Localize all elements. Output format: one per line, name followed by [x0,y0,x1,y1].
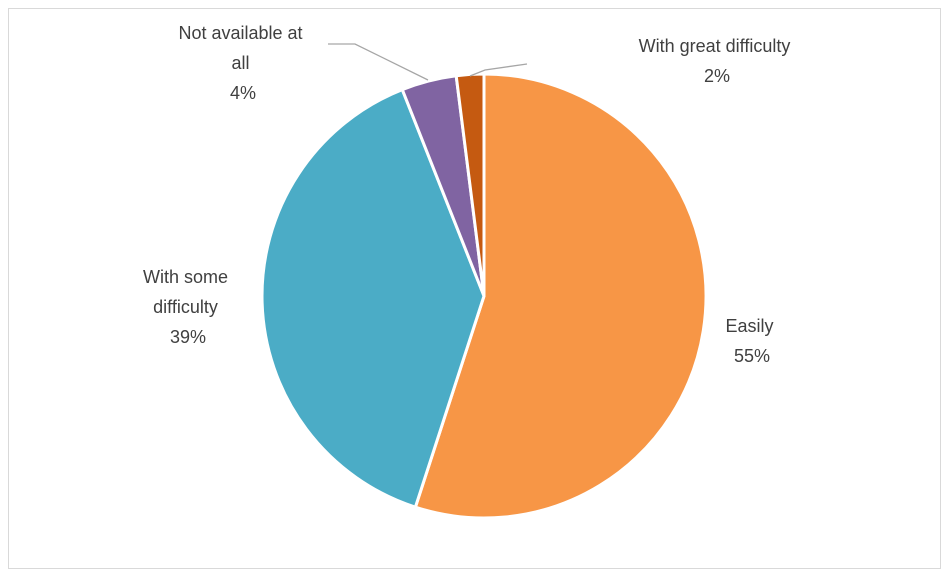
leader-line-not-available-at-all [328,43,429,81]
data-label-easily: Easily 55% [725,316,778,366]
leader-lines-group [328,43,528,81]
data-label-with-some-difficulty: With some difficulty 39% [143,267,233,347]
data-label-not-available-at-all: Not available at all 4% [178,23,307,103]
pie-slice-with-great-difficulty [454,72,486,298]
pie-slice-with-some-difficulty [260,88,486,509]
slices-group [260,72,708,520]
labels-group: Easily 55% With some difficulty 39% Not … [143,23,796,366]
pie-slice-easily [413,72,708,520]
data-label-with-great-difficulty: With great difficulty 2% [639,36,796,86]
leader-line-with-great-difficulty [469,63,528,77]
